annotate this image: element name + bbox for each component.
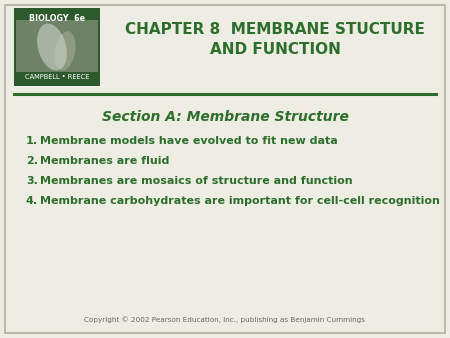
Text: Membrane models have evolved to fit new data: Membrane models have evolved to fit new … [40,136,338,146]
Bar [14,8,100,86]
Text: 2.: 2. [26,156,38,166]
Text: Copyright © 2002 Pearson Education, Inc., publishing as Benjamin Cummings: Copyright © 2002 Pearson Education, Inc.… [85,317,365,323]
Text: CAMPBELL • REECE: CAMPBELL • REECE [25,74,89,80]
Text: 4.: 4. [26,196,38,206]
Text: Section A: Membrane Structure: Section A: Membrane Structure [102,110,348,124]
Ellipse shape [37,24,67,70]
Text: Membranes are mosaics of structure and function: Membranes are mosaics of structure and f… [40,176,353,186]
Text: Membranes are fluid: Membranes are fluid [40,156,169,166]
Text: 1.: 1. [26,136,38,146]
Ellipse shape [54,31,76,71]
Bar [16,20,98,72]
Text: 3.: 3. [26,176,38,186]
Text: BIOLOGY  6e: BIOLOGY 6e [29,14,85,23]
Text: Membrane carbohydrates are important for cell-cell recognition: Membrane carbohydrates are important for… [40,196,440,206]
Text: AND FUNCTION: AND FUNCTION [210,43,341,57]
Text: CHAPTER 8  MEMBRANE STUCTURE: CHAPTER 8 MEMBRANE STUCTURE [125,22,425,37]
